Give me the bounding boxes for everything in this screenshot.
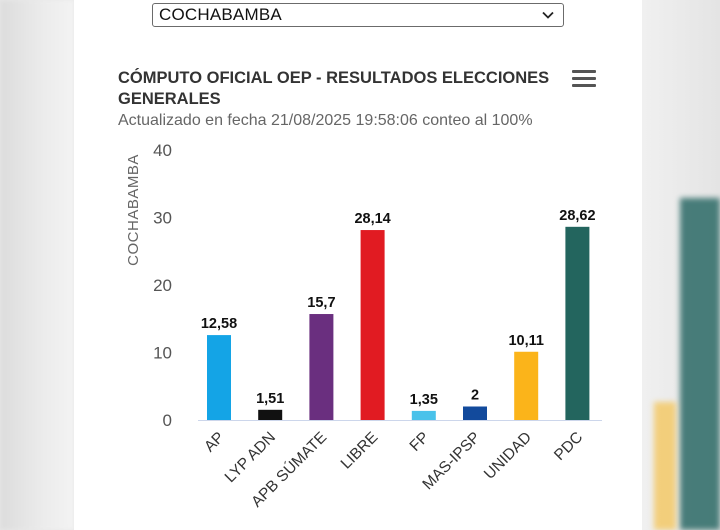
data-label: 15,7 [307, 295, 335, 311]
data-label: 2 [471, 388, 479, 404]
bar [207, 335, 231, 420]
data-label: 12,58 [201, 316, 237, 332]
background-blur-bar [680, 198, 720, 530]
region-select-value: COCHABAMBA [159, 5, 282, 24]
y-tick-label: 10 [153, 344, 172, 363]
hamburger-menu-icon[interactable] [572, 69, 596, 89]
y-tick-label: 40 [153, 141, 172, 160]
data-label: 1,35 [410, 392, 438, 408]
region-select[interactable]: COCHABAMBA [152, 3, 564, 27]
y-tick-label: 0 [163, 411, 172, 430]
data-label: 1,51 [256, 391, 284, 407]
data-label: 28,14 [354, 211, 390, 227]
chevron-down-icon [542, 11, 554, 19]
x-tick-label: FP [407, 429, 433, 455]
x-tick-label: PDC [551, 429, 586, 464]
background-blur-bar [654, 402, 676, 530]
bar [411, 410, 436, 420]
background-left [0, 0, 74, 530]
y-axis-title: COCHABAMBA [125, 154, 142, 266]
bar [309, 314, 334, 420]
data-label: 28,62 [559, 208, 595, 224]
bar [514, 351, 539, 420]
chart-subtitle: Actualizado en fecha 21/08/2025 19:58:06… [118, 112, 533, 129]
bar [360, 230, 385, 420]
chart-title: CÓMPUTO OFICIAL OEP - RESULTADOS ELECCIO… [118, 69, 550, 108]
background-right [642, 0, 720, 530]
x-tick-label: LIBRE [338, 429, 382, 473]
data-label: 10,11 [508, 333, 544, 349]
x-tick-label: AP [201, 429, 228, 456]
bar [463, 406, 487, 420]
x-tick-label: UNIDAD [481, 429, 535, 483]
bar [565, 226, 590, 420]
bar [258, 409, 283, 420]
y-tick-label: 30 [153, 209, 172, 228]
y-tick-label: 20 [153, 276, 172, 295]
chart-panel: COCHABAMBA CÓMPUTO OFICIAL OEP - RESULTA… [74, 0, 642, 530]
